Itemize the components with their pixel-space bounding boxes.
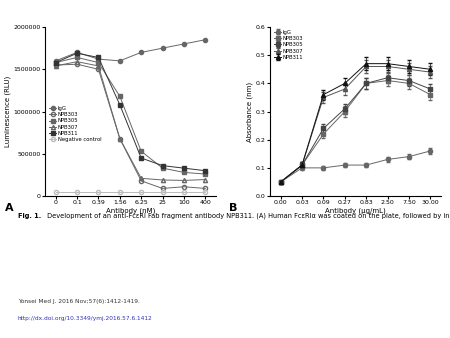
Text: B: B (230, 203, 238, 213)
Text: Development of an anti-FcεRI Fab fragment antibody NPB311. (A) Human FcεRIα was : Development of an anti-FcεRI Fab fragmen… (45, 213, 450, 219)
Line: NPB305: NPB305 (54, 55, 207, 176)
NPB303 (117, 137, 122, 141)
NPB305 (181, 170, 187, 174)
NPB307 (160, 178, 165, 182)
Line: NPB311: NPB311 (54, 51, 207, 173)
Line: Negative control: Negative control (54, 190, 207, 194)
NPB303 (74, 62, 80, 66)
Negative control (53, 190, 58, 194)
Line: NPB307: NPB307 (54, 59, 207, 183)
NPB305 (202, 172, 208, 176)
NPB311 (160, 164, 165, 168)
Line: NPB303: NPB303 (54, 62, 207, 191)
Text: A: A (4, 203, 13, 213)
NPB305 (96, 61, 101, 65)
NPB307 (181, 178, 187, 183)
Negative control (202, 190, 208, 194)
NPB305 (53, 61, 58, 65)
NPB311 (139, 156, 144, 160)
NPB311 (202, 169, 208, 173)
NPB307 (139, 176, 144, 180)
Negative control (181, 190, 187, 194)
NPB311 (117, 103, 122, 107)
IgG (202, 38, 208, 42)
NPB307 (96, 64, 101, 68)
Negative control (96, 190, 101, 194)
NPB305 (160, 166, 165, 170)
NPB303 (139, 179, 144, 183)
NPB307 (74, 60, 80, 64)
NPB303 (181, 185, 187, 189)
IgG (181, 42, 187, 46)
Negative control (160, 190, 165, 194)
NPB303 (53, 63, 58, 67)
NPB307 (202, 177, 208, 182)
Line: IgG: IgG (54, 38, 207, 63)
NPB311 (53, 61, 58, 65)
NPB311 (96, 55, 101, 59)
X-axis label: Antibody (nM): Antibody (nM) (106, 208, 155, 215)
Negative control (139, 190, 144, 194)
Legend: IgG, NPB303, NPB305, NPB307, NPB311: IgG, NPB303, NPB305, NPB307, NPB311 (274, 30, 303, 60)
NPB307 (117, 137, 122, 141)
IgG (117, 59, 122, 63)
Y-axis label: Luminescence (RLU): Luminescence (RLU) (4, 76, 11, 147)
NPB303 (160, 187, 165, 191)
Text: http://dx.doi.org/10.3349/ymj.2016.57.6.1412: http://dx.doi.org/10.3349/ymj.2016.57.6.… (18, 316, 153, 321)
Legend: IgG, NPB303, NPB305, NPB307, NPB311, Negative control: IgG, NPB303, NPB305, NPB307, NPB311, Neg… (50, 106, 101, 142)
NPB305 (139, 149, 144, 153)
IgG (53, 59, 58, 63)
IgG (74, 50, 80, 54)
IgG (139, 50, 144, 54)
NPB305 (117, 94, 122, 98)
NPB307 (53, 64, 58, 68)
NPB303 (202, 187, 208, 191)
Negative control (117, 190, 122, 194)
NPB303 (96, 67, 101, 71)
IgG (96, 57, 101, 61)
Text: Fig. 1.: Fig. 1. (18, 213, 41, 219)
Text: Yonsei Med J. 2016 Nov;57(6):1412-1419.: Yonsei Med J. 2016 Nov;57(6):1412-1419. (18, 299, 140, 304)
NPB311 (74, 51, 80, 55)
IgG (160, 46, 165, 50)
NPB311 (181, 166, 187, 170)
Negative control (74, 190, 80, 194)
NPB305 (74, 55, 80, 59)
Y-axis label: Absorbance (nm): Absorbance (nm) (247, 81, 253, 142)
X-axis label: Antibody (μg/mL): Antibody (μg/mL) (325, 208, 386, 215)
